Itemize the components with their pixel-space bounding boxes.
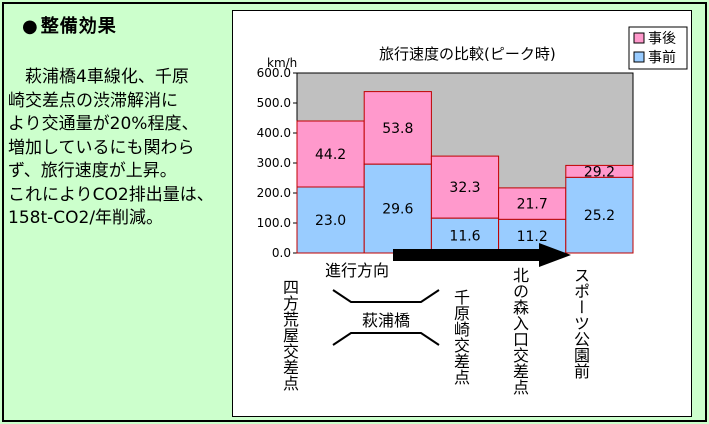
- legend-label-after: 事後: [648, 31, 676, 47]
- chart-title: 旅行速度の比較(ピーク時): [379, 45, 556, 63]
- bar-before: [565, 176, 634, 254]
- direction-arrow-shaft: [393, 249, 541, 261]
- bar-before: [296, 186, 365, 254]
- bar-layer: [296, 91, 634, 254]
- heading-title: 整備効果: [40, 16, 117, 37]
- bar-before: [430, 217, 500, 254]
- chart-svg: 旅行速度の比較(ピーク時) km/h 0.0 100.0 200.0 300.0 400…: [257, 26, 688, 346]
- legend-swatch-before: [633, 51, 645, 63]
- chart-panel: 旅行速度の比較(ピーク時) km/h 0.0 100.0 200.0 300.0 400…: [232, 10, 692, 417]
- value-label-before: 11.2: [517, 229, 548, 245]
- bar-after: [296, 120, 365, 188]
- direction-arrow: [393, 243, 571, 267]
- effect-description: 萩浦橋4車線化、千原 崎交差点の渋滞解消に より交通量が20%程度、 増加してい…: [8, 67, 214, 228]
- destination-label-shiho-araya: 四方荒屋交差点: [280, 279, 299, 391]
- destination-label-kitanomori: 北の森入口交差点: [510, 267, 529, 395]
- value-label-layer: 23.0 44.2 29.6 53.8 11.6 32.3 11.2 21.7 25.2 29.2: [315, 121, 615, 245]
- value-label-after: 29.2: [584, 164, 615, 180]
- value-label-after: 21.7: [517, 197, 548, 213]
- y-tick-label: 200.0: [257, 186, 291, 200]
- destination-label-sports-park: スポーツ公園前: [571, 267, 590, 379]
- road-line-top: [332, 289, 440, 303]
- legend-label-before: 事前: [648, 49, 676, 66]
- value-label-after: 53.8: [382, 121, 413, 137]
- y-tick-label: 400.0: [257, 126, 291, 140]
- y-tick-label: 600.0: [257, 66, 291, 80]
- road-label: 萩浦橋: [361, 311, 410, 330]
- value-label-after: 32.3: [449, 180, 480, 196]
- direction-label: 進行方向: [325, 261, 390, 280]
- bar-before: [498, 218, 567, 254]
- y-tick-label: 100.0: [257, 216, 291, 230]
- destination-label-chiharazaki: 千原崎交差点: [451, 289, 470, 385]
- legend-swatch-after: [633, 32, 645, 44]
- value-label-before: 11.6: [449, 229, 480, 245]
- direction-arrow-head: [539, 243, 571, 267]
- y-axis-unit: km/h: [267, 56, 297, 70]
- value-label-before: 25.2: [584, 208, 615, 224]
- bar-after: [363, 91, 432, 165]
- value-label-before: 29.6: [382, 202, 413, 218]
- y-tick-label: 300.0: [257, 156, 291, 170]
- value-label-after: 44.2: [315, 147, 346, 163]
- y-tick-label: 500.0: [257, 96, 291, 110]
- road-diagram: [332, 289, 440, 346]
- road-line-bottom: [332, 332, 440, 346]
- bar-after: [430, 155, 500, 219]
- bullet-icon: ●: [22, 16, 39, 37]
- bar-after: [498, 187, 567, 220]
- y-tick-label: 0.0: [272, 246, 291, 260]
- chart-legend: 事後 事前: [628, 26, 688, 70]
- page-heading: ● 整備効果: [22, 12, 117, 38]
- value-label-before: 23.0: [315, 213, 346, 229]
